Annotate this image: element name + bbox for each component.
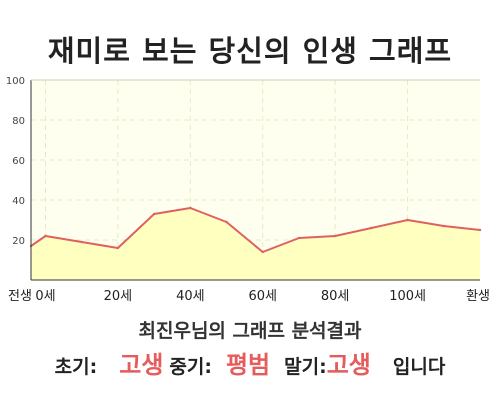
early-stage-label: 초기:: [54, 356, 98, 378]
x-tick-label: 0세: [35, 289, 55, 304]
data-point: [333, 234, 337, 238]
early-stage-value: 고생: [119, 351, 164, 379]
life-graph-chart: 20 40 60 80 100 전생 0세 20세 40세 60세 80세 100세 환생: [6, 76, 490, 304]
middle-stage-label: 중기:: [169, 356, 212, 378]
y-tick-label: 40: [12, 196, 25, 207]
data-point: [406, 218, 409, 222]
data-point: [116, 246, 120, 250]
y-tick-label: 20: [12, 236, 25, 247]
data-point: [478, 228, 482, 232]
data-point: [297, 236, 301, 240]
x-tick-label: 환생: [466, 289, 490, 304]
series-line: [30, 207, 481, 253]
data-point: [442, 224, 445, 228]
data-point: [189, 206, 192, 210]
y-tick-label: 80: [12, 116, 25, 127]
late-stage-value: 고생: [326, 351, 371, 379]
data-point: [80, 240, 83, 244]
data-point: [370, 226, 373, 230]
late-stage-label: 말기:: [284, 356, 327, 378]
y-tick-label: 60: [12, 156, 25, 167]
result-suffix: 입니다: [392, 356, 446, 378]
x-tick-label: 20세: [104, 289, 133, 304]
x-tick-label: 전생: [8, 289, 32, 304]
middle-stage-value: 평범: [225, 351, 271, 379]
page-title: 재미로 보는 당신의 인생 그래프: [47, 34, 453, 68]
analysis-result: 초기: 고생 중기: 평범 말기:고생 입니다: [0, 345, 500, 380]
data-point: [152, 212, 156, 216]
data-point: [261, 250, 264, 254]
data-point: [44, 234, 47, 238]
y-tick-label: 100: [6, 76, 25, 87]
series-area: [31, 208, 480, 280]
x-tick-label: 80세: [321, 289, 350, 304]
x-tick-label: 100세: [389, 289, 426, 304]
analysis-heading: 최진우님의 그래프 분석결과: [138, 320, 362, 342]
data-point: [225, 220, 228, 224]
x-tick-label: 60세: [248, 289, 277, 304]
x-tick-label: 40세: [176, 289, 205, 304]
